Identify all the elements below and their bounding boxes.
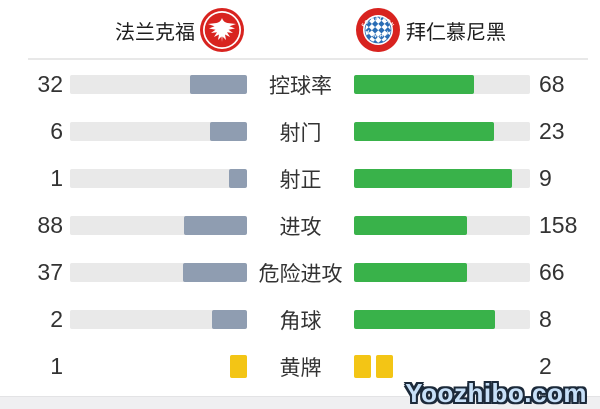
stat-row: 32 控球率 68 bbox=[0, 61, 600, 108]
svg-text:MÜNCHEN: MÜNCHEN bbox=[366, 29, 391, 38]
stat-label: 射正 bbox=[279, 168, 322, 192]
away-stat-bar bbox=[354, 310, 530, 329]
header: 法兰克福 bbox=[0, 0, 600, 60]
away-stat-value: 68 bbox=[539, 71, 565, 97]
home-stat-value: 1 bbox=[50, 165, 63, 191]
stat-label: 角球 bbox=[279, 309, 322, 333]
stat-row: 6 射门 23 bbox=[0, 108, 600, 155]
away-stat-value: 8 bbox=[539, 306, 552, 332]
stat-label: 进攻 bbox=[279, 215, 322, 239]
stat-label: 射门 bbox=[279, 121, 322, 145]
home-stat-bar bbox=[70, 263, 247, 282]
home-stat-bar bbox=[70, 310, 247, 329]
home-stat-bar bbox=[70, 169, 247, 188]
home-stat-fill bbox=[190, 75, 247, 94]
away-stat-bar bbox=[354, 216, 530, 235]
away-team: FC BAYERN MÜNCHEN 拜仁慕尼黑 bbox=[296, 0, 600, 60]
stat-label: 危险进攻 bbox=[258, 262, 343, 286]
away-stat-value: 158 bbox=[539, 212, 578, 238]
home-stat-fill bbox=[210, 122, 247, 141]
home-stat-fill bbox=[229, 169, 247, 188]
home-stat-fill bbox=[183, 216, 247, 235]
away-stat-value: 9 bbox=[539, 165, 552, 191]
bottom-strip bbox=[0, 396, 600, 409]
away-stat-fill bbox=[354, 216, 468, 235]
home-yellow-cards bbox=[70, 355, 247, 378]
stat-row: 88 进攻 158 bbox=[0, 202, 600, 249]
yellow-card-icon bbox=[230, 355, 247, 378]
yellow-card-icon bbox=[376, 355, 393, 378]
home-stat-value: 88 bbox=[37, 212, 63, 238]
home-stat-bar bbox=[70, 122, 247, 141]
home-stat-value: 2 bbox=[50, 306, 63, 332]
home-stat-fill bbox=[183, 263, 247, 282]
stats-list: 32 控球率 68 6 射门 23 1 射正 9 88 进攻 158 37 危险进攻 66 2 角球 8 1 黄牌 2 bbox=[0, 60, 600, 390]
home-stat-value: 32 bbox=[37, 71, 63, 97]
stat-row: 37 危险进攻 66 bbox=[0, 249, 600, 296]
stat-row: 1 射正 9 bbox=[0, 155, 600, 202]
away-yellow-cards bbox=[354, 355, 530, 378]
home-stat-fill bbox=[211, 310, 247, 329]
away-stat-value: 23 bbox=[539, 118, 565, 144]
away-team-name: 拜仁慕尼黑 bbox=[406, 21, 506, 44]
home-stat-bar bbox=[70, 75, 247, 94]
home-stat-value: 37 bbox=[37, 259, 63, 285]
watermark: Yoozhibo.com bbox=[405, 378, 587, 408]
home-team-name: 法兰克福 bbox=[115, 21, 195, 44]
away-stat-fill bbox=[354, 169, 513, 188]
away-stat-bar bbox=[354, 75, 530, 94]
stat-row: 2 角球 8 bbox=[0, 296, 600, 343]
home-stat-value: 6 bbox=[50, 118, 63, 144]
away-stat-bar bbox=[354, 263, 530, 282]
stat-row: 1 黄牌 2 bbox=[0, 343, 600, 390]
bayern-logo-icon: FC BAYERN MÜNCHEN bbox=[356, 8, 400, 52]
home-stat-value: 1 bbox=[50, 353, 63, 379]
home-team: 法兰克福 bbox=[0, 0, 296, 60]
stat-label: 控球率 bbox=[269, 74, 332, 98]
stat-label: 黄牌 bbox=[279, 356, 322, 380]
away-stat-value: 2 bbox=[539, 353, 552, 379]
frankfurt-logo-icon bbox=[200, 8, 244, 52]
away-stat-bar bbox=[354, 122, 530, 141]
away-stat-fill bbox=[354, 122, 494, 141]
away-stat-fill bbox=[354, 75, 474, 94]
away-stat-fill bbox=[354, 310, 495, 329]
away-stat-fill bbox=[354, 263, 467, 282]
yellow-card-icon bbox=[354, 355, 371, 378]
away-stat-bar bbox=[354, 169, 530, 188]
home-stat-bar bbox=[70, 216, 247, 235]
away-stat-value: 66 bbox=[539, 259, 565, 285]
